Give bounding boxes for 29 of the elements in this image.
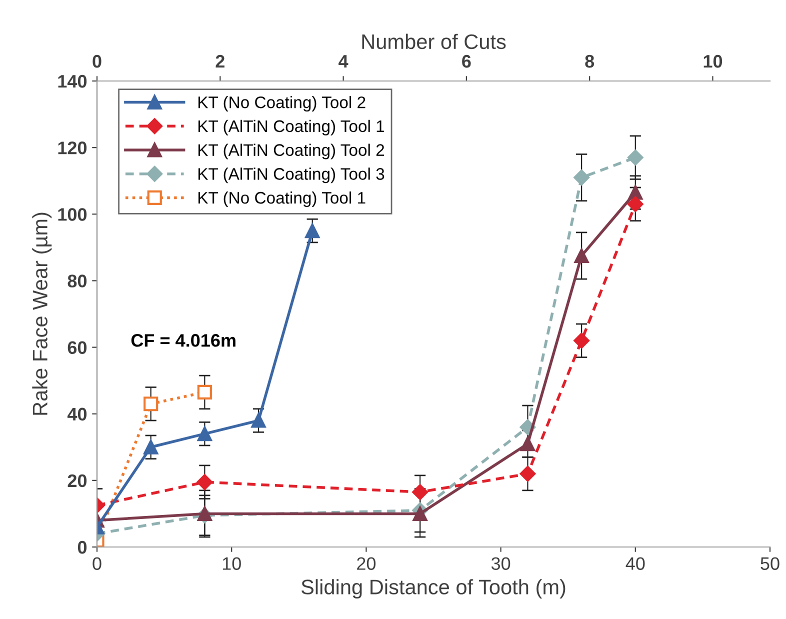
y-tick-label: 80 [68,274,87,288]
x-tick-label: 40 [626,557,645,570]
y-tick-label: 140 [58,74,87,88]
annotation: CF = 4.016m [131,334,236,347]
legend-label: KT (AlTiN Coating) Tool 3 [198,168,384,184]
y-tick-label: 20 [68,474,87,488]
x-tick-label: 30 [491,557,510,570]
x2-axis-title: Number of Cuts [362,34,506,50]
x-tick-label: 20 [357,557,376,570]
x-axis-title: Sliding Distance of Tooth (m) [301,579,566,599]
x2-tick-label: 4 [338,55,348,68]
x-tick-label: 0 [92,557,102,570]
y-axis-title: Rake Face Wear (µm) [32,212,52,415]
x2-tick-label: 6 [462,54,471,68]
legend-label: KT (No Coating) Tool 1 [198,191,366,208]
y-tick-label: 40 [67,408,87,421]
y-tick-label: 120 [58,142,87,154]
x2-tick-label: 0 [92,54,102,68]
legend-label: KT (AlTiN Coating) Tool 1 [198,120,384,136]
x-tick-label: 50 [760,557,780,570]
y-tick-label: 60 [68,341,87,354]
legend-label: KT (AlTiN Coating) Tool 2 [198,144,384,160]
x2-tick-label: 2 [216,54,224,68]
x2-tick-label: 10 [704,54,722,68]
x2-tick-label: 8 [585,54,594,68]
y-tick-label: 100 [58,208,87,221]
legend-label: KT (No Coating) Tool 2 [198,96,366,112]
x-tick-label: 10 [222,557,241,570]
y-tick-label: 0 [78,540,87,554]
